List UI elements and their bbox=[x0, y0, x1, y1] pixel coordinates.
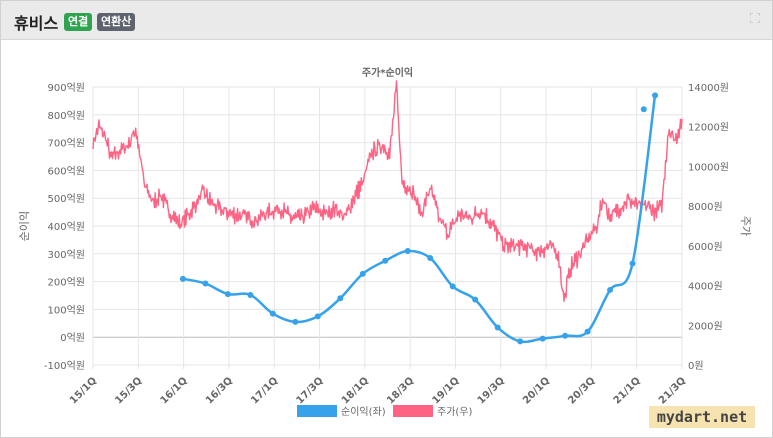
annualized-badge[interactable]: 연환산 bbox=[97, 13, 136, 31]
net-income-point bbox=[404, 248, 411, 255]
net-income-point bbox=[427, 254, 434, 261]
y-right-tick-label: 14000원 bbox=[688, 82, 729, 94]
chart-svg: 주가*순이익 -100억원 0억원 100억원 200억원 300억원 400억원 500억원… bbox=[18, 66, 752, 418]
y-left-tick-label: 0억원 bbox=[60, 332, 85, 344]
net-income-point bbox=[584, 328, 591, 335]
net-income-point bbox=[472, 296, 479, 303]
y-left-tick-label: 500억원 bbox=[48, 193, 86, 205]
net-income-point bbox=[539, 335, 546, 342]
x-tick-label: 18/1Q bbox=[340, 375, 371, 406]
net-income-point bbox=[449, 283, 456, 290]
company-name: 휴비스 bbox=[14, 14, 59, 33]
y-right-axis-title: 주가 bbox=[739, 216, 752, 236]
y-left-tick-label: 400억원 bbox=[48, 221, 86, 233]
legend-label-price: 주가(우) bbox=[437, 406, 473, 418]
x-tick-label: 17/1Q bbox=[249, 375, 280, 406]
x-tick-label: 21/3Q bbox=[657, 375, 688, 406]
net-income-point bbox=[382, 257, 389, 264]
series-price-line bbox=[92, 80, 683, 302]
y-left-tick-label: 800억원 bbox=[48, 110, 86, 122]
y-right-tick-label: 12000원 bbox=[688, 122, 729, 134]
x-tick-label: 17/3Q bbox=[295, 375, 326, 406]
legend-swatch-net-income bbox=[297, 405, 337, 417]
net-income-point bbox=[359, 270, 366, 277]
net-income-point bbox=[314, 313, 321, 320]
panel-header: 휴비스 연결 연환산 bbox=[1, 1, 772, 40]
chart-title: 주가*순이익 bbox=[362, 66, 413, 79]
net-income-point bbox=[629, 260, 636, 267]
x-tick-label: 21/1Q bbox=[612, 375, 643, 406]
x-tick-label: 15/1Q bbox=[68, 375, 99, 406]
net-income-point bbox=[224, 291, 231, 298]
x-tick-label: 20/3Q bbox=[566, 375, 597, 406]
y-left-axis-title: 순이익 bbox=[18, 211, 31, 241]
y-left-tick-label: 200억원 bbox=[48, 277, 86, 289]
y-left-tick-label: 700억원 bbox=[48, 138, 86, 150]
y-right-tick-label: 6000원 bbox=[688, 241, 723, 253]
net-income-point bbox=[652, 92, 659, 99]
net-income-point bbox=[337, 295, 344, 302]
net-income-point bbox=[607, 286, 614, 293]
x-tick-label: 16/1Q bbox=[159, 375, 190, 406]
y-right-tick-label: 8000원 bbox=[688, 201, 723, 213]
net-income-point bbox=[494, 324, 501, 331]
watermark: mydart.net bbox=[649, 406, 755, 428]
legend-label-net-income: 순이익(좌) bbox=[341, 406, 386, 418]
net-income-point bbox=[247, 291, 254, 298]
net-income-point bbox=[269, 310, 276, 317]
x-tick-label: 20/1Q bbox=[521, 375, 552, 406]
y-right-tick-label: 2000원 bbox=[688, 320, 723, 332]
net-income-point bbox=[640, 106, 647, 113]
expand-icon[interactable] bbox=[750, 13, 760, 23]
y-left-tick-label: 600억원 bbox=[48, 165, 86, 177]
net-income-point bbox=[562, 332, 569, 339]
net-income-point bbox=[202, 280, 209, 287]
y-left-tick-label: 900억원 bbox=[48, 82, 86, 94]
net-income-point bbox=[179, 275, 186, 282]
x-tick-label: 16/3Q bbox=[204, 375, 235, 406]
consolidated-badge[interactable]: 연결 bbox=[64, 13, 93, 31]
x-tick-label: 19/3Q bbox=[476, 375, 507, 406]
y-right-tick-label: 10000원 bbox=[688, 161, 729, 173]
x-tick-label: 15/3Q bbox=[113, 375, 144, 406]
y-left-tick-label: -100억원 bbox=[44, 360, 85, 372]
y-right-tick-label: 0원 bbox=[688, 360, 704, 372]
y-right-tick-label: 4000원 bbox=[688, 281, 723, 293]
x-tick-label: 18/3Q bbox=[385, 375, 416, 406]
y-left-tick-label: 100억원 bbox=[48, 304, 86, 316]
legend-swatch-price bbox=[393, 405, 433, 417]
net-income-point bbox=[517, 338, 524, 345]
series-net-income-line bbox=[182, 95, 657, 344]
x-tick-label: 19/1Q bbox=[430, 375, 461, 406]
y-left-tick-label: 300억원 bbox=[48, 249, 86, 261]
net-income-point bbox=[292, 318, 299, 325]
